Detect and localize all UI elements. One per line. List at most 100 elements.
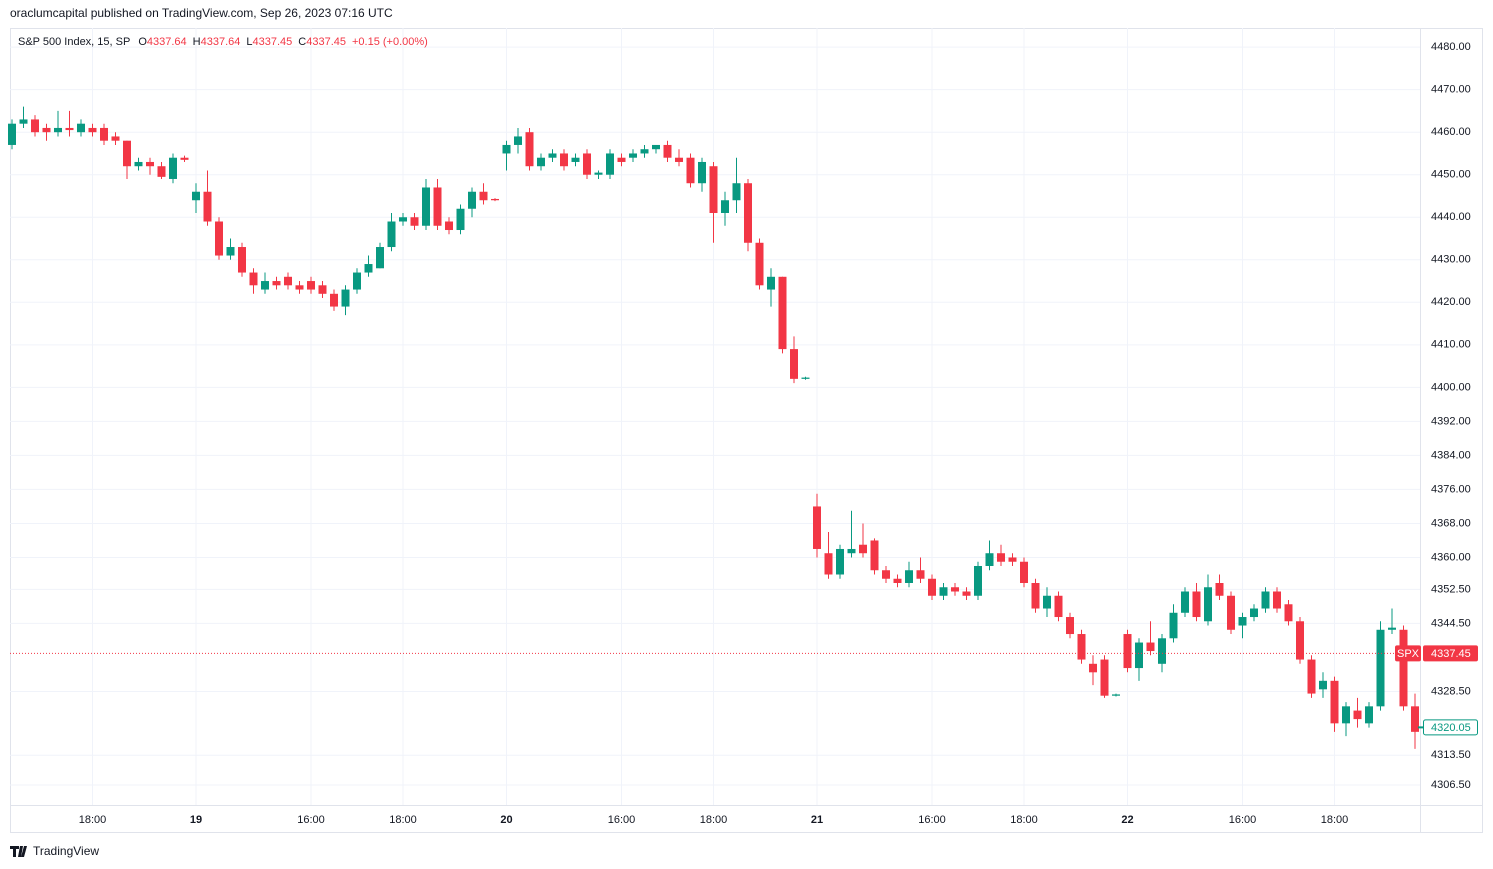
candle-body bbox=[146, 161, 154, 167]
candle-body bbox=[318, 285, 327, 294]
candle-body bbox=[1353, 710, 1362, 720]
candle-body bbox=[1135, 642, 1143, 669]
legend-label: C bbox=[298, 36, 306, 48]
candle-body bbox=[307, 281, 315, 290]
candle-body bbox=[1077, 634, 1086, 660]
candle-body bbox=[732, 183, 741, 201]
candle-body bbox=[1411, 706, 1419, 732]
candle-body bbox=[65, 127, 74, 131]
x-tick-label: 18:00 bbox=[79, 814, 107, 826]
candle-body bbox=[997, 553, 1005, 562]
y-tick-label: 4440.00 bbox=[1431, 211, 1471, 223]
x-tick-label: 16:00 bbox=[297, 814, 325, 826]
candle-body bbox=[215, 221, 223, 256]
candle-body bbox=[479, 191, 488, 201]
y-tick-label: 4480.00 bbox=[1431, 41, 1471, 53]
candle-body bbox=[54, 127, 62, 133]
candle-body bbox=[583, 153, 591, 175]
legend-change: +0.15 (+0.00%) bbox=[352, 36, 428, 48]
candle-body bbox=[629, 153, 637, 158]
legend-value: 4337.45 bbox=[253, 36, 293, 48]
candle-body bbox=[203, 191, 212, 222]
candle-body bbox=[272, 281, 281, 286]
candle-body bbox=[951, 587, 959, 592]
legend-value: 4337.64 bbox=[147, 36, 187, 48]
candle-body bbox=[468, 191, 476, 209]
x-tick-label: 18:00 bbox=[389, 814, 417, 826]
candle-body bbox=[295, 285, 304, 290]
candle-body bbox=[31, 119, 39, 133]
candle-body bbox=[698, 161, 706, 184]
candle-body bbox=[1031, 583, 1040, 609]
legend-value: 4337.64 bbox=[201, 36, 241, 48]
candle-body bbox=[801, 377, 810, 379]
candle-body bbox=[744, 183, 752, 243]
candle-body bbox=[778, 276, 787, 350]
candle-body bbox=[709, 166, 718, 213]
candle-body bbox=[284, 276, 292, 286]
candle-body bbox=[341, 289, 350, 307]
y-tick-label: 4460.00 bbox=[1431, 126, 1471, 138]
candle-body bbox=[1146, 642, 1155, 652]
chart-frame bbox=[10, 28, 1483, 833]
price-name-box bbox=[1395, 645, 1421, 662]
candle-body bbox=[1388, 627, 1396, 630]
candle-body bbox=[1043, 595, 1051, 609]
y-tick-label: 4376.00 bbox=[1431, 483, 1471, 495]
y-tick-label: 4306.50 bbox=[1431, 779, 1471, 791]
candle-body bbox=[548, 153, 557, 158]
candle-body bbox=[652, 144, 660, 150]
candle-body bbox=[364, 264, 373, 273]
y-tick-label: 4420.00 bbox=[1431, 296, 1471, 308]
candle-body bbox=[824, 553, 833, 575]
x-tick-label: 18:00 bbox=[1321, 814, 1349, 826]
y-tick-label: 4344.50 bbox=[1431, 617, 1471, 629]
candle-body bbox=[790, 349, 798, 379]
candle-body bbox=[594, 172, 603, 175]
candle-body bbox=[928, 578, 936, 596]
candle-body bbox=[249, 272, 258, 286]
plot bbox=[8, 28, 1420, 805]
candle-body bbox=[571, 157, 580, 162]
candle-body bbox=[261, 281, 269, 290]
x-tick-label: 16:00 bbox=[918, 814, 946, 826]
price-value: 4337.45 bbox=[1431, 648, 1471, 660]
x-tick-label: 16:00 bbox=[1229, 814, 1257, 826]
price-value-box bbox=[1423, 719, 1478, 736]
candle-body bbox=[537, 157, 545, 167]
candle-body bbox=[606, 153, 614, 175]
candle-body bbox=[445, 221, 453, 231]
candle-body bbox=[1250, 608, 1258, 618]
candle-body bbox=[399, 217, 407, 222]
candle-body bbox=[893, 578, 902, 583]
candle-body bbox=[721, 200, 729, 213]
candle-body bbox=[491, 198, 499, 201]
candle-body bbox=[387, 221, 396, 248]
x-tick-label: 18:00 bbox=[700, 814, 728, 826]
candle-body bbox=[1020, 561, 1028, 583]
candle-body bbox=[1066, 617, 1074, 635]
candle-body bbox=[19, 119, 28, 124]
x-tick-label: 22 bbox=[1121, 814, 1133, 826]
y-tick-label: 4392.00 bbox=[1431, 415, 1471, 427]
candle-body bbox=[1100, 659, 1109, 696]
candle-body bbox=[1399, 629, 1408, 707]
brand: TradingView bbox=[10, 844, 99, 858]
candle-body bbox=[1054, 595, 1063, 618]
candle-body bbox=[1319, 680, 1327, 690]
candle-body bbox=[836, 548, 844, 575]
candle-body bbox=[123, 140, 131, 167]
candle-body bbox=[1238, 617, 1247, 626]
candle-body bbox=[686, 157, 695, 184]
candle-body bbox=[767, 276, 775, 290]
candle-body bbox=[1330, 680, 1339, 724]
candle-body bbox=[226, 247, 235, 256]
candle-body bbox=[433, 187, 442, 226]
y-tick-label: 4400.00 bbox=[1431, 381, 1471, 393]
candle-body bbox=[422, 187, 430, 226]
candle-body bbox=[1169, 612, 1178, 639]
candle-body bbox=[514, 136, 522, 145]
candle-body bbox=[353, 272, 361, 290]
price-value-box bbox=[1423, 645, 1478, 662]
